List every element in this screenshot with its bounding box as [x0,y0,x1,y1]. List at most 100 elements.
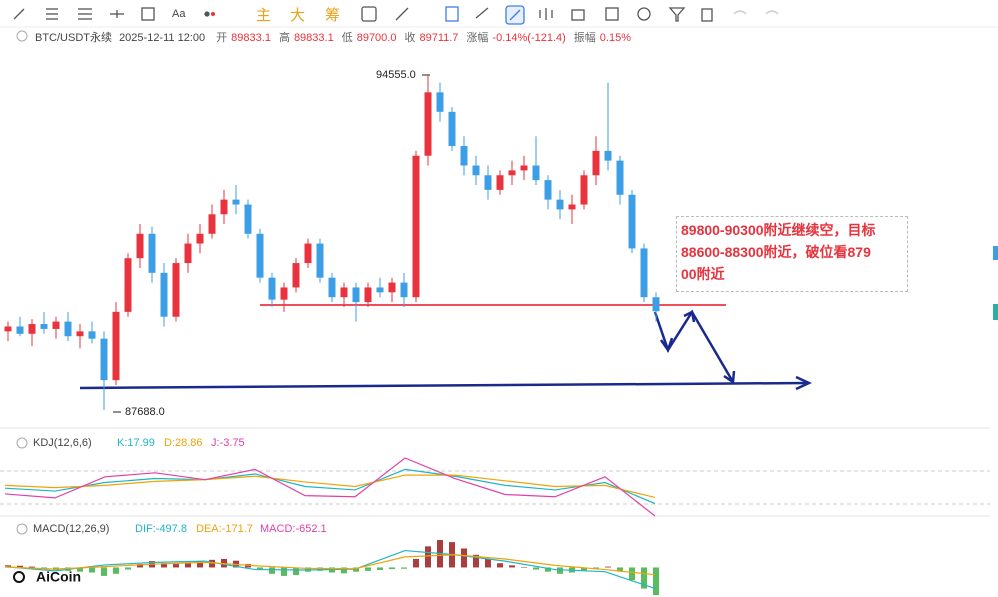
candle-body [556,199,564,210]
macd-bar [257,567,263,570]
candle-body [472,165,480,176]
kdj-line [4,468,656,505]
candle-body [376,287,384,293]
macd-bar [161,563,167,568]
candle-body [268,277,276,300]
kdj-legend: J:-3.75 [211,437,245,449]
quote-header: BTC/USDT永续 2025-12-11 12:00 开 89833.1 高 898… [35,29,639,45]
logo: AiCoin [36,569,81,585]
candle-body [64,321,72,337]
macd-bar [401,567,407,569]
candle-body [580,175,588,205]
macd-bar [413,559,419,568]
macd-line [4,554,656,576]
candle-body [616,160,624,195]
candle-body [520,165,528,171]
candle-body [220,199,228,215]
candle-body [532,165,540,181]
annotation-line: 89800-90300附近继续空，目标 [681,222,876,238]
macd-bar [557,567,563,574]
annotation-line: 00附近 [681,266,725,282]
kdj-legend: K:17.99 [117,437,155,449]
candle-body [100,338,108,381]
macd-bar [365,567,371,571]
candle-body [544,180,552,200]
macd-bar [473,554,479,568]
macd-bar [653,567,659,595]
macd-bar [113,567,119,574]
macd-bar [521,567,527,568]
target-line [79,381,809,390]
macd-bar [89,567,95,573]
macd-title: MACD(12,26,9) [33,523,109,535]
quote-value: 89711.7 [419,32,459,44]
macd-bar [293,567,299,576]
candle-body [604,150,612,161]
candle-body [448,111,456,146]
arrow-head [795,375,812,391]
macd-bar [605,566,611,568]
candle-body [184,243,192,264]
annotation: 89800-90300附近继续空，目标 88600-88300附近，破位看879… [676,216,908,292]
candle-body [52,321,60,329]
kdj-line [4,457,656,517]
logo-icon [13,571,25,583]
macd-bar [497,563,503,568]
macd-bar [173,564,179,568]
toolbar-text[interactable]: 大 [290,7,305,24]
collapse-icon[interactable] [16,30,28,42]
price-marker [993,246,998,260]
macd-bar [209,559,215,568]
macd-legend: DEA:-171.7 [196,523,253,535]
macd-bar [617,567,623,572]
candle-body [364,287,372,303]
quote-value: 89833.1 [231,32,271,44]
candle-body [196,233,204,244]
candle-body [280,287,288,300]
macd-bar [629,567,635,581]
candle-body [316,243,324,278]
quote-label: 低 [341,32,353,44]
candle-body [16,326,24,334]
macd-bar [29,566,35,568]
high-label: 94555.0 [376,69,416,81]
quote-value: 89700.0 [356,32,397,44]
candle-body [292,263,300,288]
low-label: 87688.0 [125,406,165,418]
macd-bar [461,548,467,568]
collapse-icon[interactable] [16,437,28,449]
toolbar-text[interactable]: Aa [172,8,186,20]
candle-body [244,204,252,234]
macd-bar [185,562,191,568]
candle-body [388,282,396,293]
candle-body [340,287,348,298]
toolbar-text[interactable]: 主 [256,7,271,24]
price-marker [993,304,998,320]
macd-bar [17,565,23,568]
macd-bar [269,567,275,574]
candle-body [508,170,516,176]
macd-bar [389,567,395,570]
candle-body [436,92,444,112]
candle-body [136,233,144,259]
candle-body [628,194,636,249]
collapse-icon[interactable] [16,523,28,535]
macd-bar [281,567,287,576]
toolbar-text[interactable]: 筹 [325,7,340,24]
macd-line [4,549,656,590]
path-arrow [653,309,735,383]
macd-bar [197,561,203,568]
macd-bar [533,567,539,570]
candle-body [328,277,336,298]
macd-legend: DIF:-497.8 [135,523,187,535]
candle-body [4,326,12,332]
candle-body [484,175,492,190]
macd-bar [101,567,107,576]
kdj-line [4,474,656,498]
macd-bar [77,567,83,572]
candle-body [304,243,312,264]
quote-label: 高 [278,32,290,44]
macd-bar [509,565,515,568]
